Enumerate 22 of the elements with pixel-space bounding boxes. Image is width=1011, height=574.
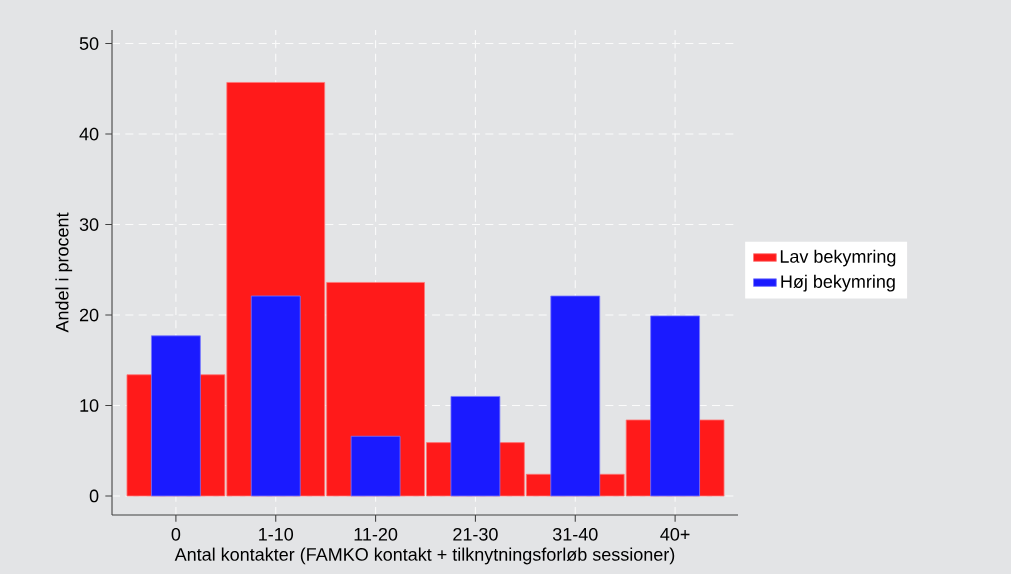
y-tick-label: 30 xyxy=(79,218,99,231)
y-tick-label: 10 xyxy=(80,399,99,412)
x-tick-label: 1-10 xyxy=(259,527,294,541)
bar xyxy=(151,335,201,497)
legend-label: Høj bekymring xyxy=(781,274,895,292)
x-tick-label: 31-40 xyxy=(552,527,598,541)
bar xyxy=(550,295,601,497)
x-tick-label: 0 xyxy=(171,527,181,541)
x-tick-label: 40+ xyxy=(660,527,690,541)
x-tick-label: 11-20 xyxy=(354,527,398,541)
y-tick-label: 0 xyxy=(89,489,99,503)
y-tick-label: 20 xyxy=(79,308,99,322)
x-tick-label: 21-30 xyxy=(453,527,498,541)
y-tick-label: 40 xyxy=(79,127,99,141)
legend-label: Lav bekymring xyxy=(780,249,896,267)
bar xyxy=(450,396,501,497)
bar xyxy=(350,435,401,497)
bar xyxy=(250,295,301,497)
x-axis-title: Antal kontakter (FAMKO kontakt + tilknytningsforløb sessioner) xyxy=(174,547,675,565)
y-tick-label: 50 xyxy=(79,37,99,50)
y-axis-title: Andel i procent xyxy=(55,212,73,333)
bar xyxy=(650,315,700,497)
